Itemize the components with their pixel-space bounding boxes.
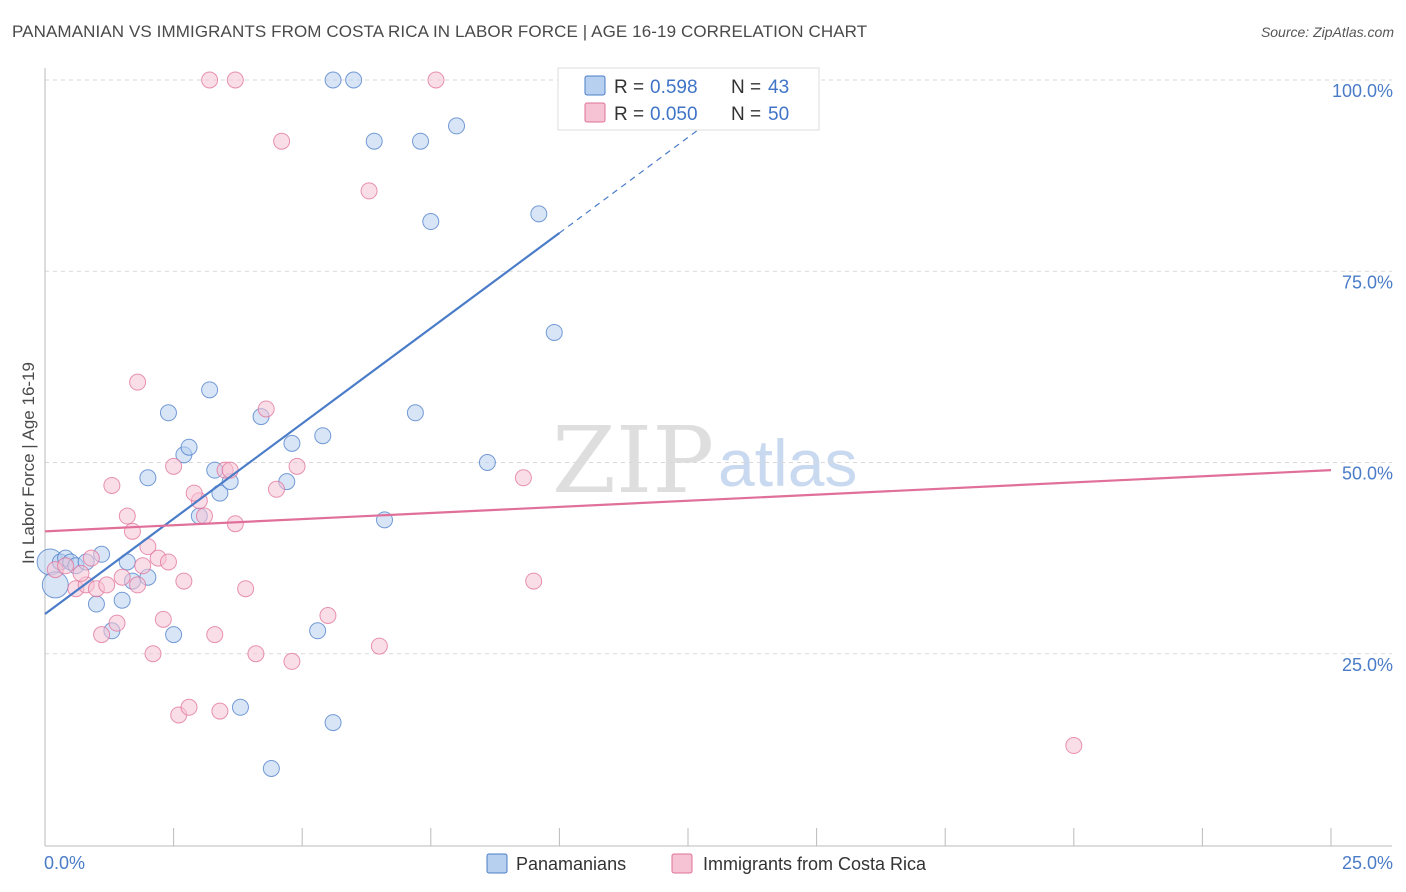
costa-rica-point bbox=[123, 522, 141, 540]
panamanian-point bbox=[324, 714, 342, 732]
costa-rica-point bbox=[427, 71, 445, 89]
y-axis-label: In Labor Force | Age 16-19 bbox=[19, 362, 38, 564]
panamanian-point bbox=[283, 434, 301, 452]
panamanian-point bbox=[139, 469, 157, 487]
correlation-legend: R = 0.598 N = 43 R = 0.050 N = 50 bbox=[557, 67, 820, 131]
costa-rica-point bbox=[360, 182, 378, 200]
legend-r-label-pink: R = bbox=[614, 104, 644, 125]
panamanian-point bbox=[530, 205, 548, 223]
panamanian-point bbox=[262, 760, 280, 777]
costa-rica-point bbox=[108, 614, 126, 632]
costa-rica-point bbox=[154, 610, 172, 628]
costa-rica-point bbox=[103, 476, 121, 494]
panamanian-point bbox=[113, 591, 131, 609]
costa-rica-point bbox=[514, 469, 532, 487]
panamanian-point bbox=[87, 595, 105, 613]
panamanian-point bbox=[345, 71, 363, 89]
legend-r-label-blue: R = bbox=[614, 77, 644, 98]
panamanian-point bbox=[412, 132, 430, 150]
costa-rica-point bbox=[525, 572, 543, 590]
costa-rica-trend-line bbox=[44, 469, 1332, 533]
panamanian-point bbox=[159, 404, 177, 422]
costa-rica-point bbox=[211, 702, 229, 720]
costa-rica-point bbox=[237, 580, 255, 598]
legend-r-value-pink: 0.050 bbox=[650, 104, 698, 125]
panamanian-point bbox=[201, 381, 219, 399]
source-label: Source: ZipAtlas.com bbox=[1260, 24, 1394, 40]
watermark-zip: ZIP bbox=[552, 407, 714, 514]
costa-rica-points bbox=[46, 71, 1083, 755]
costa-rica-point bbox=[185, 484, 203, 502]
costa-rica-point bbox=[180, 698, 198, 716]
panamanian-point bbox=[309, 622, 327, 640]
y-tick-label: 75.0% bbox=[1342, 272, 1393, 292]
y-tick-label: 50.0% bbox=[1342, 464, 1393, 484]
costa-rica-point bbox=[288, 457, 306, 475]
costa-rica-point bbox=[98, 576, 116, 594]
trend-lines bbox=[44, 117, 1332, 615]
costa-rica-point bbox=[195, 507, 213, 525]
y-tick-labels: 25.0% 50.0% 75.0% 100.0% bbox=[1332, 81, 1393, 675]
costa-rica-point bbox=[118, 507, 136, 525]
gridlines bbox=[45, 79, 1392, 655]
costa-rica-point bbox=[257, 400, 275, 418]
panamanian-point bbox=[365, 132, 383, 150]
legend-swatch-pink bbox=[584, 102, 606, 123]
costa-rica-point bbox=[267, 480, 285, 498]
panamanians-trend-line bbox=[44, 232, 561, 615]
costa-rica-point bbox=[57, 557, 75, 575]
costa-rica-point bbox=[201, 71, 219, 89]
legend-n-value-pink: 50 bbox=[768, 104, 789, 125]
axes bbox=[44, 68, 1392, 847]
bottom-legend-label-blue: Panamanians bbox=[516, 854, 626, 874]
y-tick-label: 100.0% bbox=[1332, 81, 1393, 101]
costa-rica-point bbox=[247, 645, 265, 663]
costa-rica-point bbox=[129, 576, 147, 594]
series-legend: Panamanians Immigrants from Costa Rica bbox=[486, 853, 927, 874]
chart-title: PANAMANIAN VS IMMIGRANTS FROM COSTA RICA… bbox=[12, 22, 868, 41]
panamanian-point bbox=[478, 454, 496, 471]
panamanians-trend-extension bbox=[559, 117, 715, 234]
panamanian-point bbox=[231, 698, 249, 716]
costa-rica-point bbox=[175, 572, 193, 590]
bottom-legend-swatch-blue bbox=[486, 853, 508, 874]
costa-rica-point bbox=[93, 626, 111, 644]
panamanian-point bbox=[406, 404, 424, 422]
x-tick-label-end: 25.0% bbox=[1342, 853, 1393, 873]
panamanian-point bbox=[324, 71, 342, 89]
panamanian-point bbox=[165, 626, 183, 644]
costa-rica-point bbox=[370, 637, 388, 655]
costa-rica-point bbox=[129, 373, 147, 391]
costa-rica-point bbox=[319, 607, 337, 624]
costa-rica-point bbox=[1065, 737, 1083, 755]
costa-rica-point bbox=[206, 626, 224, 644]
costa-rica-point bbox=[226, 515, 244, 533]
costa-rica-point bbox=[226, 71, 244, 89]
panamanian-point bbox=[180, 438, 198, 456]
watermark-atlas: atlas bbox=[718, 426, 857, 500]
legend-r-value-blue: 0.598 bbox=[650, 77, 698, 98]
bottom-legend-label-pink: Immigrants from Costa Rica bbox=[703, 854, 927, 874]
costa-rica-point bbox=[165, 457, 183, 475]
legend-n-label-blue: N = bbox=[731, 77, 761, 98]
costa-rica-point bbox=[159, 553, 177, 571]
y-tick-label: 25.0% bbox=[1342, 655, 1393, 675]
costa-rica-point bbox=[273, 132, 291, 150]
panamanian-point bbox=[448, 117, 466, 135]
costa-rica-point bbox=[144, 645, 162, 663]
costa-rica-point bbox=[134, 557, 152, 575]
legend-n-value-blue: 43 bbox=[768, 77, 789, 98]
panamanian-point bbox=[422, 213, 440, 231]
bottom-legend-swatch-pink bbox=[671, 853, 693, 874]
legend-n-label-pink: N = bbox=[731, 104, 761, 125]
costa-rica-point bbox=[113, 568, 131, 586]
legend-swatch-blue bbox=[584, 75, 606, 96]
costa-rica-point bbox=[72, 564, 90, 582]
panamanian-point bbox=[545, 323, 563, 341]
costa-rica-point bbox=[283, 652, 301, 670]
costa-rica-point bbox=[82, 549, 100, 567]
panamanian-point bbox=[314, 427, 332, 445]
x-tick-label-start: 0.0% bbox=[44, 853, 85, 873]
